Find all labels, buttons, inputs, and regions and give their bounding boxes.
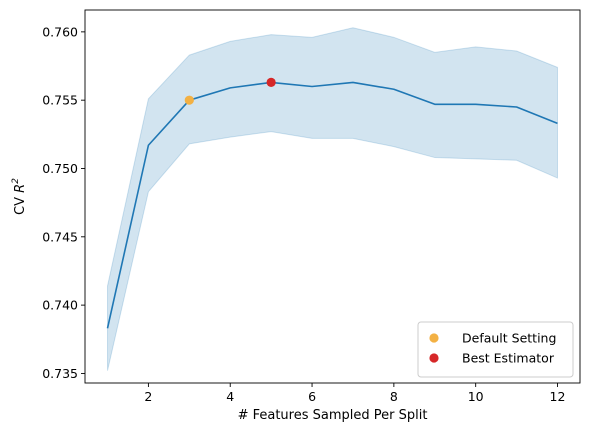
legend-box — [417, 321, 574, 378]
highlight-markers — [184, 77, 276, 105]
y-axis-label-sup: 2 — [11, 178, 21, 184]
y-axis-label: CV R2 — [11, 178, 28, 215]
y-tick-label: 0.760 — [42, 24, 78, 39]
legend-label-best-estimator: Best Estimator — [462, 351, 555, 366]
y-tick-label: 0.750 — [42, 161, 78, 176]
legend-marker-best-estimator — [429, 353, 439, 363]
cv-r2-line — [106, 81, 558, 329]
y-axis-label-prefix: CV — [13, 193, 28, 215]
plot-background — [85, 10, 580, 383]
x-tick-label: 12 — [550, 389, 566, 404]
y-tick-label: 0.740 — [42, 298, 78, 313]
y-axis-label-var: R — [13, 184, 28, 193]
legend-marker-default-setting — [429, 333, 439, 343]
y-tick-label: 0.735 — [42, 366, 78, 381]
x-tick-label: 4 — [226, 389, 234, 404]
x-tick-label: 10 — [468, 389, 484, 404]
series-line — [106, 81, 558, 329]
x-tick-label: 8 — [390, 389, 398, 404]
x-axis-label: # Features Sampled Per Split — [238, 408, 428, 423]
marker-default-setting — [184, 95, 194, 105]
confidence-band-area — [107, 27, 558, 371]
confidence-band — [107, 27, 558, 371]
x-tick-label: 2 — [144, 389, 152, 404]
x-ticks: 2 4 6 8 10 12 — [144, 383, 565, 404]
plot-frame — [84, 9, 581, 384]
legend: Default Setting Best Estimator — [417, 321, 574, 378]
legend-label-default-setting: Default Setting — [462, 331, 556, 346]
y-tick-label: 0.755 — [42, 93, 78, 108]
y-ticks: 0.735 0.740 0.745 0.750 0.755 0.760 — [42, 24, 85, 381]
x-tick-label: 6 — [308, 389, 316, 404]
y-tick-label: 0.745 — [42, 229, 78, 244]
marker-best-estimator — [266, 77, 276, 88]
